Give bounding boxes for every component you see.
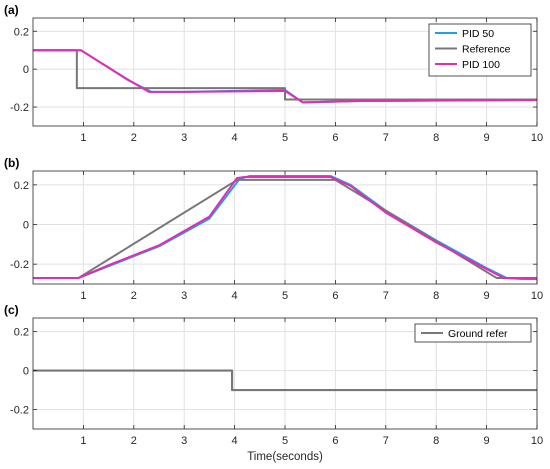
series-line-ground-refer: [33, 369, 537, 392]
series-line-pid-100: [33, 49, 537, 104]
x-tick-label: 2: [131, 132, 137, 144]
series-group: [33, 369, 537, 392]
x-tick-label: 6: [332, 132, 338, 144]
x-tick-label: 5: [282, 132, 288, 144]
panel-label: (c): [4, 303, 19, 317]
legend-box: [414, 323, 532, 343]
x-tick-label: 1: [80, 435, 86, 447]
y-tick-label: -0.2: [10, 259, 29, 271]
legend-entry: PID 50: [462, 28, 494, 40]
panel-label: (a): [4, 3, 19, 17]
y-tick-label: 0: [23, 220, 29, 232]
panel-label: (b): [4, 156, 19, 170]
x-tick-label: 9: [484, 435, 490, 447]
x-tick-label: 4: [232, 290, 238, 302]
x-tick-label: 2: [131, 435, 137, 447]
x-tick-label: 8: [433, 290, 439, 302]
y-tick-label: 0: [23, 64, 29, 76]
legend-entry: PID 100: [462, 59, 500, 71]
panel-b: 1 2 3 4 5 6 7 8 9 10 -0.2 0 0.2 (b): [4, 156, 543, 302]
y-tick-label: 0.2: [14, 327, 29, 339]
x-tick-label: 4: [232, 132, 238, 144]
x-tick-label: 3: [181, 132, 187, 144]
x-tick-label: 7: [383, 435, 389, 447]
x-tick-label: 8: [433, 435, 439, 447]
x-tick-label: 9: [484, 132, 490, 144]
x-axis-label: Time(seconds): [247, 451, 323, 463]
legend-entry: Ground refer: [448, 328, 508, 340]
x-tick-label: 7: [383, 290, 389, 302]
series-group: [33, 49, 537, 104]
y-tick-label: 0: [23, 366, 29, 378]
x-tick-label: 2: [131, 290, 137, 302]
x-tick-label: 5: [282, 290, 288, 302]
x-tick-label: 1: [80, 132, 86, 144]
panel-c: 1 2 3 4 5 6 7 8 9 10 -0.2 0 0.2 (c) Time(seconds) Groun…: [4, 303, 543, 463]
x-tick-label: 3: [181, 290, 187, 302]
x-tick-label: 6: [332, 435, 338, 447]
x-tick-label: 10: [531, 132, 543, 144]
x-tick-label: 9: [484, 290, 490, 302]
legend: PID 50 Reference PID 100: [428, 23, 532, 77]
x-tick-label: 3: [181, 435, 187, 447]
x-tick-label: 6: [332, 290, 338, 302]
x-tick-label: 1: [80, 290, 86, 302]
x-tick-label: 7: [383, 132, 389, 144]
x-tick-label: 10: [531, 435, 543, 447]
y-tick-label: 0.2: [14, 26, 29, 38]
x-tick-label: 5: [282, 435, 288, 447]
x-tick-label: 4: [232, 435, 238, 447]
y-tick-label: -0.2: [10, 102, 29, 114]
panel-a: 1 2 3 4 5 6 7 8 9 10-0.200.2(a)PID 50ReferencePID…: [4, 3, 543, 144]
series-group: [33, 174, 537, 281]
x-tick-label: 8: [433, 132, 439, 144]
legend-entry: Reference: [462, 44, 511, 56]
y-tick-label: 0.2: [14, 180, 29, 192]
legend: Ground refer: [414, 323, 532, 343]
series-line-pid-100: [33, 175, 537, 280]
x-tick-label: 10: [531, 290, 543, 302]
y-tick-label: -0.2: [10, 405, 29, 417]
